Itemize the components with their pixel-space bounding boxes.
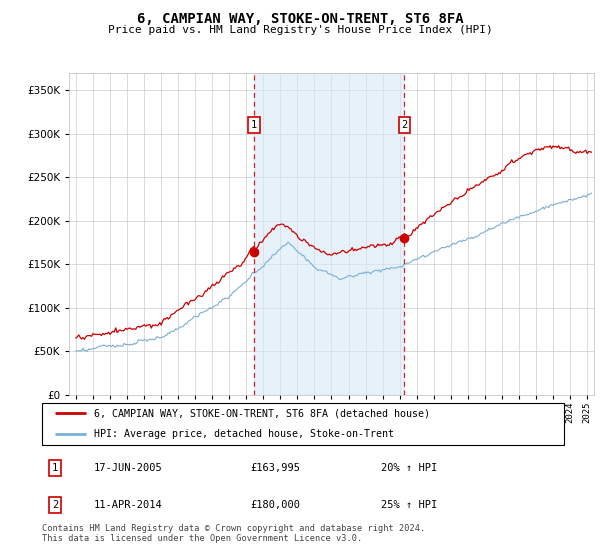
Text: 1: 1 xyxy=(251,120,257,130)
Text: 1: 1 xyxy=(52,463,58,473)
Text: 17-JUN-2005: 17-JUN-2005 xyxy=(94,463,163,473)
Text: £180,000: £180,000 xyxy=(251,500,301,510)
Text: £163,995: £163,995 xyxy=(251,463,301,473)
FancyBboxPatch shape xyxy=(42,403,564,445)
Bar xyxy=(254,73,404,395)
Text: Contains HM Land Registry data © Crown copyright and database right 2024.
This d: Contains HM Land Registry data © Crown c… xyxy=(42,524,425,543)
Text: 6, CAMPIAN WAY, STOKE-ON-TRENT, ST6 8FA: 6, CAMPIAN WAY, STOKE-ON-TRENT, ST6 8FA xyxy=(137,12,463,26)
Text: 6, CAMPIAN WAY, STOKE-ON-TRENT, ST6 8FA (detached house): 6, CAMPIAN WAY, STOKE-ON-TRENT, ST6 8FA … xyxy=(94,408,430,418)
Text: 2: 2 xyxy=(52,500,58,510)
Text: HPI: Average price, detached house, Stoke-on-Trent: HPI: Average price, detached house, Stok… xyxy=(94,430,394,439)
Text: 11-APR-2014: 11-APR-2014 xyxy=(94,500,163,510)
Text: 25% ↑ HPI: 25% ↑ HPI xyxy=(382,500,437,510)
Text: Price paid vs. HM Land Registry's House Price Index (HPI): Price paid vs. HM Land Registry's House … xyxy=(107,25,493,35)
Text: 2: 2 xyxy=(401,120,407,130)
Text: 20% ↑ HPI: 20% ↑ HPI xyxy=(382,463,437,473)
